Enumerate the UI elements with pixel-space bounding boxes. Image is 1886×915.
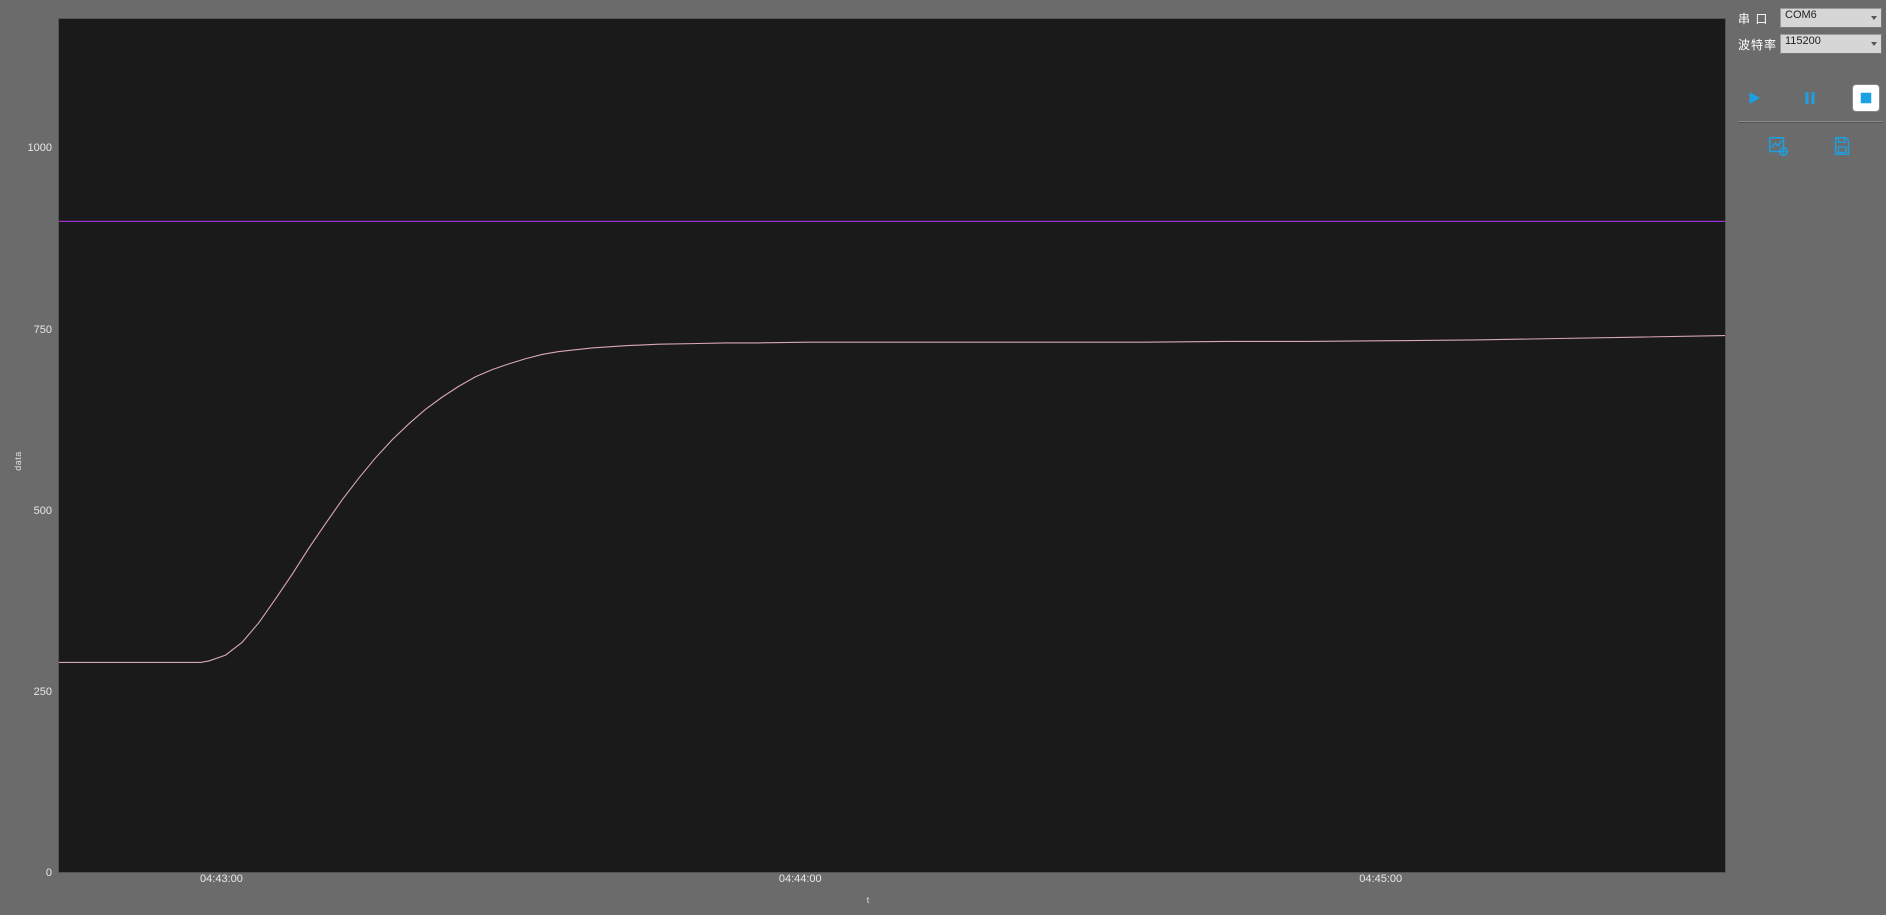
plot-svg (59, 19, 1725, 872)
y-tick: 1000 (28, 142, 52, 154)
chart-pane: data t 02505007501000 04:43:0004:44:0004… (0, 0, 1734, 915)
baud-label: 波特率 (1738, 36, 1774, 53)
stop-icon (1857, 89, 1875, 107)
plot-area[interactable] (58, 18, 1726, 873)
x-axis-label: t (867, 895, 870, 905)
y-tick: 500 (34, 505, 52, 517)
port-value: COM6 (1785, 9, 1817, 21)
port-select[interactable]: COM6 (1780, 8, 1882, 28)
app-root: data t 02505007501000 04:43:0004:44:0004… (0, 0, 1886, 915)
stop-button[interactable] (1852, 84, 1880, 112)
baud-row: 波特率 115200 (1738, 34, 1882, 54)
playback-controls (1738, 84, 1882, 112)
side-panel: 串 口 COM6 波特率 115200 (1734, 0, 1886, 915)
baud-select[interactable]: 115200 (1780, 34, 1882, 54)
save-icon (1831, 135, 1853, 157)
x-axis-ticks: 04:43:00 04:44:00 04:45:00 (58, 873, 1726, 891)
x-tick: 04:43:00 (200, 873, 243, 885)
port-row: 串 口 COM6 (1738, 8, 1882, 28)
x-tick: 04:45:00 (1359, 873, 1402, 885)
y-tick: 750 (34, 324, 52, 336)
tool-row (1738, 130, 1882, 160)
port-label: 串 口 (1738, 10, 1774, 27)
y-tick: 250 (34, 686, 52, 698)
pause-button[interactable] (1796, 84, 1824, 112)
export-chart-button[interactable] (1764, 132, 1792, 160)
chart-export-icon (1767, 135, 1789, 157)
play-button[interactable] (1740, 84, 1768, 112)
y-tick: 0 (46, 867, 52, 879)
chart-frame: data t 02505007501000 04:43:0004:44:0004… (10, 18, 1726, 903)
pause-icon (1801, 89, 1819, 107)
data-series-line (59, 336, 1725, 663)
baud-value: 115200 (1785, 35, 1821, 47)
save-data-button[interactable] (1828, 132, 1856, 160)
y-axis-ticks: 02505007501000 (10, 18, 58, 873)
play-icon (1745, 89, 1763, 107)
panel-divider (1738, 121, 1882, 122)
x-tick: 04:44:00 (779, 873, 822, 885)
